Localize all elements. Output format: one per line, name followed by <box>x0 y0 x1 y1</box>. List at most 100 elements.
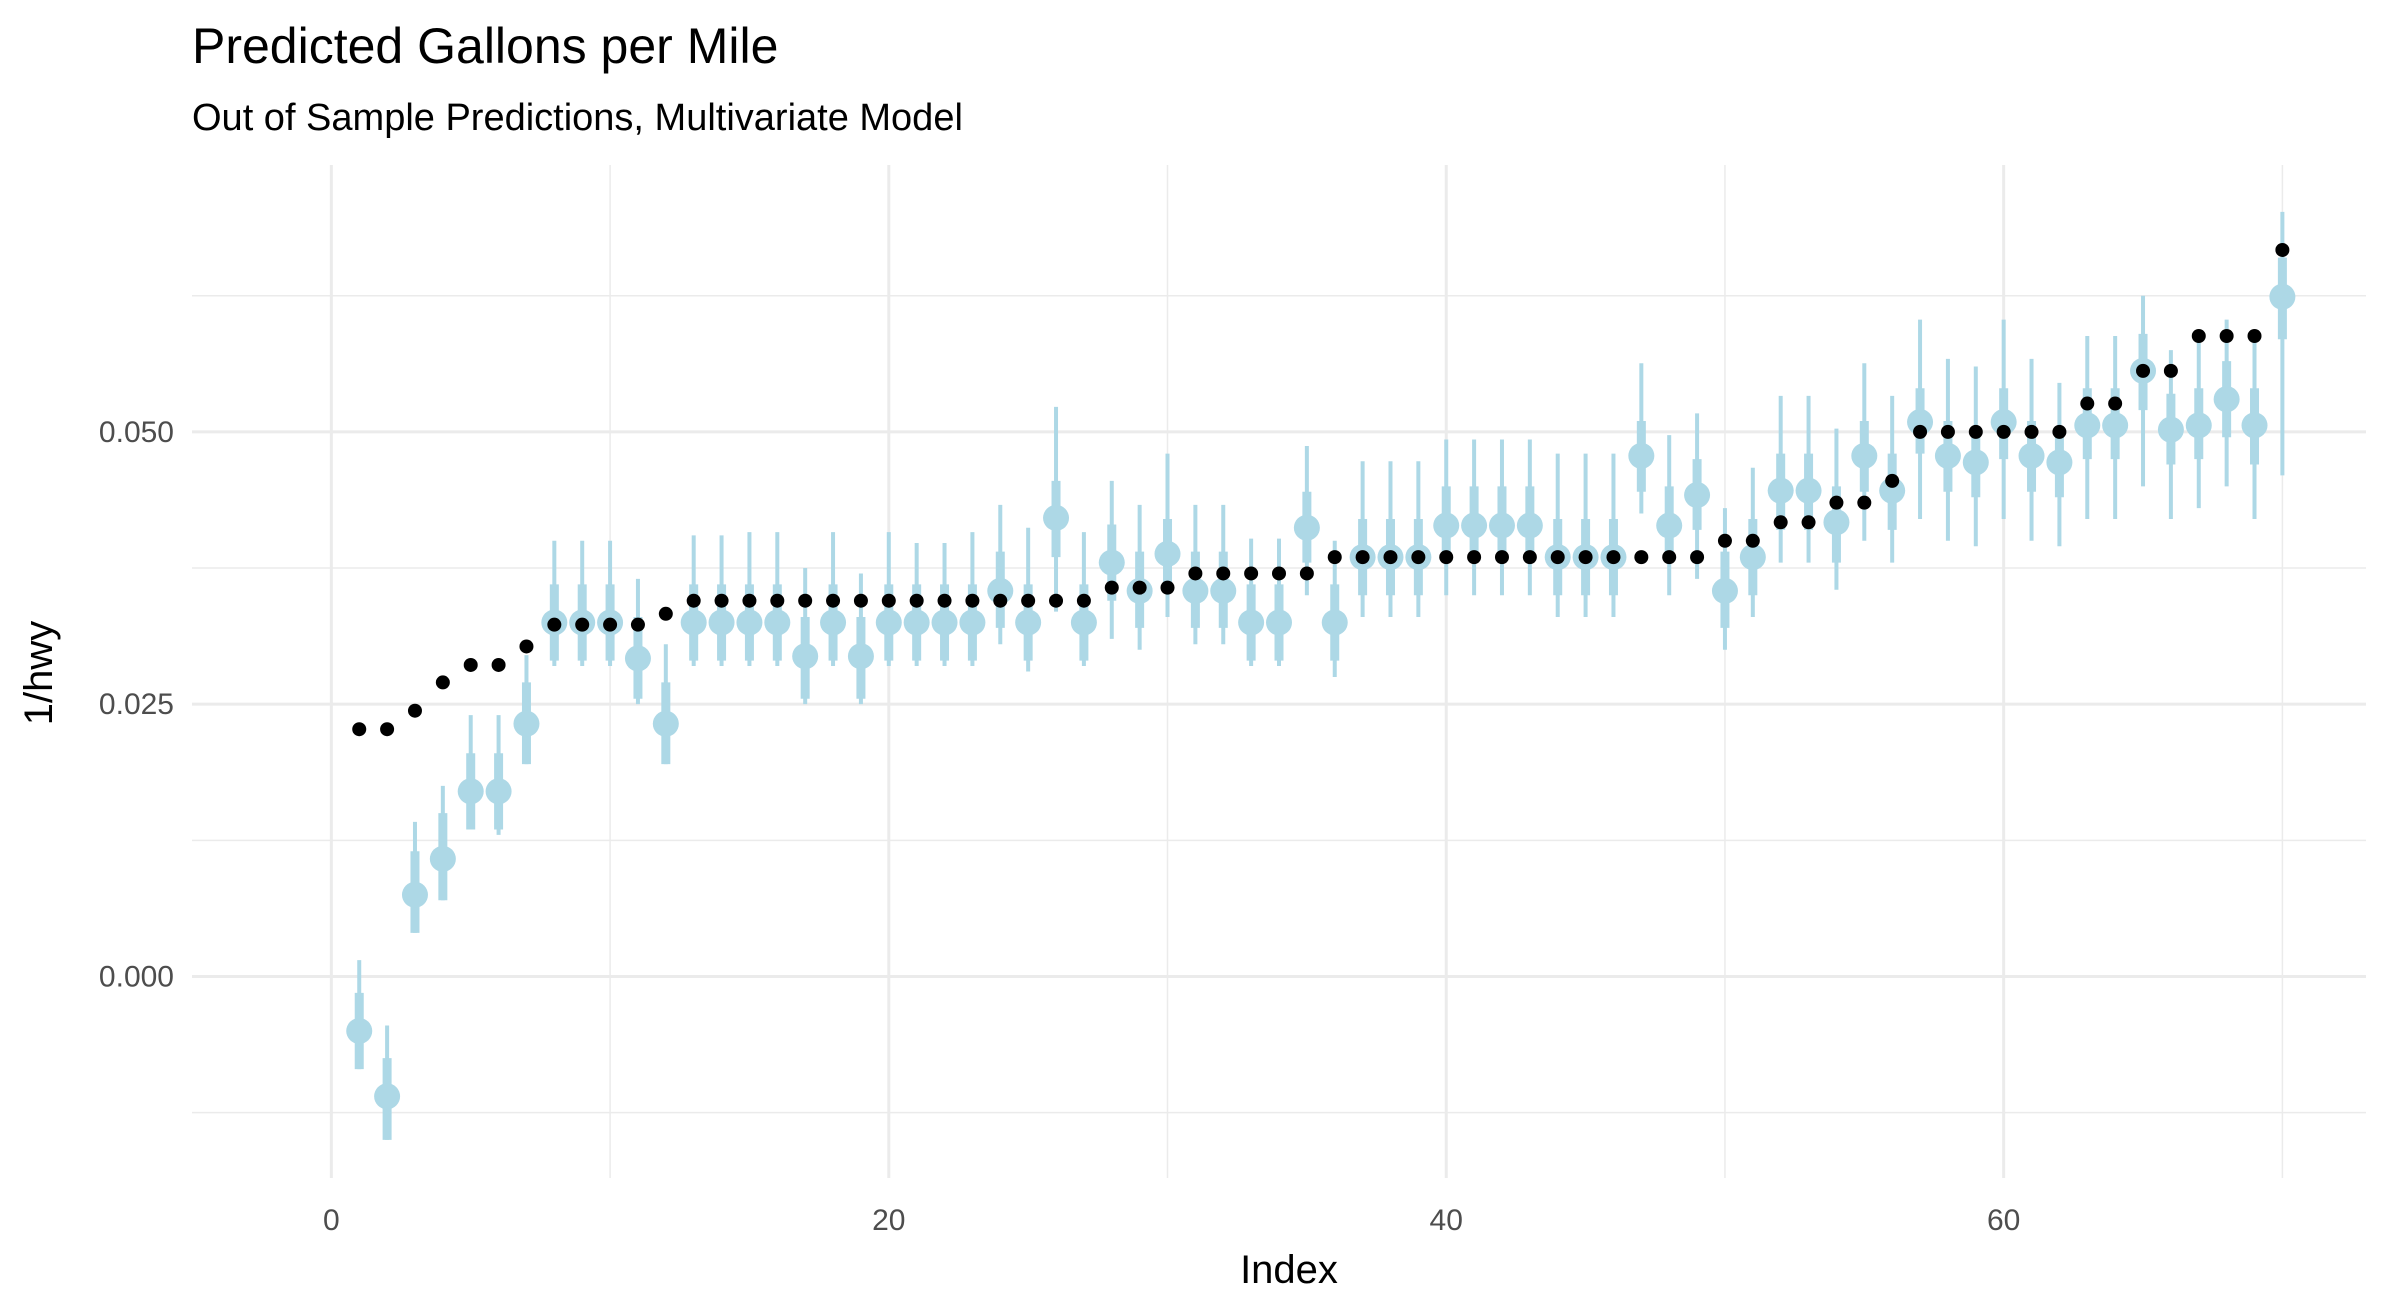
prediction-point <box>792 643 819 670</box>
observed-point <box>686 593 701 608</box>
observed-point <box>1885 473 1900 488</box>
observed-point <box>1216 566 1231 581</box>
prediction-point <box>2046 449 2073 476</box>
observed-points <box>352 242 2290 737</box>
observed-point <box>1522 550 1537 565</box>
observed-point <box>2024 424 2039 439</box>
prediction-point <box>2074 412 2101 439</box>
observed-point <box>491 657 506 672</box>
observed-point <box>770 593 785 608</box>
observed-point <box>909 593 924 608</box>
prediction-point <box>680 609 707 636</box>
prediction-point <box>1238 609 1265 636</box>
prediction-point <box>1516 512 1543 539</box>
x-tick-label: 20 <box>872 1204 905 1237</box>
observed-point <box>1857 495 1872 510</box>
prediction-point <box>1210 577 1237 604</box>
prediction-point <box>847 643 874 670</box>
x-tick-label: 60 <box>1987 1204 2020 1237</box>
observed-point <box>1996 424 2011 439</box>
observed-point <box>1272 566 1286 581</box>
observed-point <box>1773 515 1788 530</box>
prediction-point <box>1098 549 1125 576</box>
prediction-point <box>903 609 930 636</box>
observed-point <box>853 593 868 608</box>
observed-point <box>1662 550 1677 565</box>
observed-point <box>1160 580 1175 595</box>
observed-point <box>2108 396 2123 411</box>
observed-point <box>463 657 478 672</box>
observed-point <box>1634 550 1649 565</box>
prediction-point <box>959 609 986 636</box>
observed-point <box>1104 580 1119 595</box>
prediction-point <box>1433 512 1460 539</box>
observed-point <box>1049 593 1064 608</box>
observed-point <box>1940 424 1955 439</box>
observed-point <box>630 617 645 632</box>
prediction-point <box>624 645 651 672</box>
observed-point <box>658 606 673 621</box>
prediction-point <box>2213 386 2240 413</box>
prediction-point <box>1990 409 2017 436</box>
minor-gridlines <box>192 165 2366 1178</box>
observed-point <box>1717 533 1732 548</box>
x-axis-title: Index <box>1240 1248 1338 1292</box>
prediction-point <box>1711 577 1738 604</box>
prediction-point <box>429 845 456 872</box>
prediction-point <box>875 609 902 636</box>
observed-point <box>1188 566 1203 581</box>
observed-point <box>1578 550 1593 565</box>
observed-point <box>1021 593 1036 608</box>
observed-point <box>1745 533 1760 548</box>
prediction-point <box>485 778 512 805</box>
prediction-points <box>346 283 2296 1110</box>
prediction-point <box>2185 412 2212 439</box>
observed-point <box>2163 363 2178 378</box>
prediction-point <box>2241 412 2268 439</box>
prediction-point <box>2018 442 2045 469</box>
prediction-point <box>1488 512 1515 539</box>
prediction-point <box>736 609 763 636</box>
prediction-point <box>764 609 791 636</box>
prediction-point <box>2157 416 2184 443</box>
observed-point <box>2080 396 2095 411</box>
prediction-point <box>1043 504 1070 531</box>
chart-title: Predicted Gallons per Mile <box>192 18 778 74</box>
prediction-point <box>1461 512 1488 539</box>
prediction-point <box>1293 514 1320 541</box>
prediction-point <box>346 1017 373 1044</box>
prediction-point <box>1879 477 1906 504</box>
y-tick-label: 0.000 <box>99 960 174 993</box>
observed-point <box>742 593 757 608</box>
prediction-intervals <box>354 211 2287 1140</box>
observed-point <box>1383 550 1398 565</box>
prediction-point <box>1907 409 1934 436</box>
observed-point <box>603 617 618 632</box>
prediction-point <box>931 609 958 636</box>
y-tick-label: 0.025 <box>99 688 174 721</box>
chart-subtitle: Out of Sample Predictions, Multivariate … <box>192 97 963 139</box>
prediction-point <box>1767 477 1794 504</box>
observed-point <box>1076 593 1091 608</box>
observed-point <box>1132 580 1147 595</box>
observed-point <box>380 722 395 737</box>
y-tick-label: 0.050 <box>99 416 174 449</box>
observed-point <box>1494 550 1509 565</box>
observed-point <box>1299 566 1314 581</box>
prediction-point <box>1628 442 1655 469</box>
observed-point <box>993 593 1008 608</box>
observed-point <box>2275 242 2290 257</box>
prediction-point <box>1851 442 1878 469</box>
observed-point <box>1411 550 1426 565</box>
major-gridlines <box>192 165 2366 1178</box>
observed-point <box>1606 550 1621 565</box>
observed-point <box>714 593 729 608</box>
prediction-point <box>1795 477 1822 504</box>
prediction-point <box>1656 512 1683 539</box>
prediction-point <box>457 778 484 805</box>
prediction-point <box>1739 544 1766 571</box>
y-axis-tick-labels: 0.000 0.025 0.050 <box>99 416 174 994</box>
y-axis-title: 1/hwy <box>17 621 61 726</box>
observed-point <box>575 617 590 632</box>
